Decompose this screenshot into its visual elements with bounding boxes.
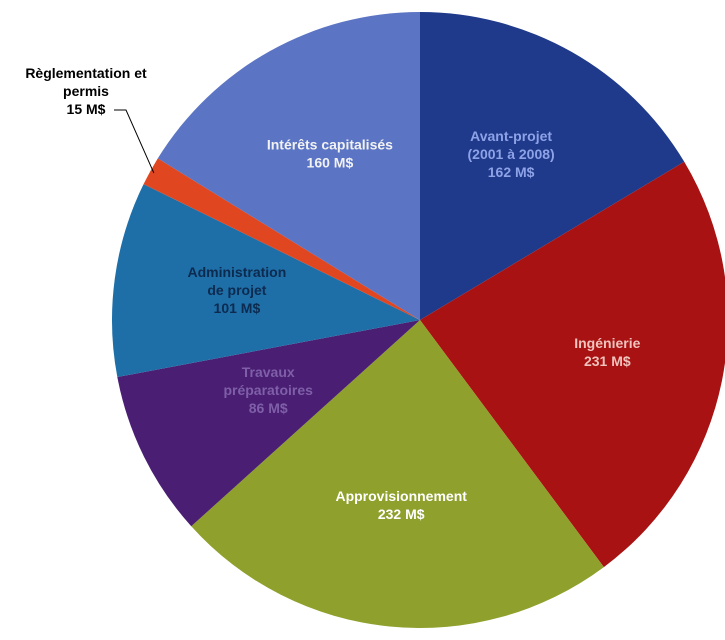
slice-label-line: Travaux — [242, 364, 295, 380]
slice-label-administration: Administration de projet 101 M$ — [187, 264, 286, 316]
slice-value-ingenierie: 231 M$ — [584, 353, 631, 369]
pie-slice-reglementation-et — [143, 158, 420, 320]
slice-label-travaux: Travaux préparatoires 86 M$ — [223, 364, 313, 416]
slice-label-line: Administration — [187, 264, 286, 280]
slice-label-line: Intérêts capitalisés — [267, 137, 393, 153]
leader-line-reglementation-et — [114, 109, 155, 174]
slice-label-avant-projet: Avant-projet (2001 à 2008) 162 M$ — [468, 128, 555, 180]
pie-slice-interets-capitalises — [157, 12, 420, 320]
slice-label-line: Règlementation et — [25, 65, 147, 81]
pie-slice-ingenierie — [420, 161, 725, 568]
slice-label-line: (2001 à 2008) — [468, 146, 555, 162]
slice-label-line: préparatoires — [223, 382, 313, 398]
slice-label-ingenierie: Ingénierie 231 M$ — [574, 335, 640, 369]
slice-value-avant-projet: 162 M$ — [488, 164, 535, 180]
slice-value-travaux: 86 M$ — [249, 400, 288, 416]
slice-value-reglementation-et: 15 M$ — [67, 101, 106, 117]
slice-label-line: de projet — [207, 282, 266, 298]
slice-value-administration: 101 M$ — [214, 300, 261, 316]
pie-slice-avant-projet — [420, 12, 685, 320]
pie-slice-administration — [111, 184, 421, 378]
slice-label-line: Avant-projet — [470, 128, 552, 144]
slice-value-interets-capitalises: 160 M$ — [307, 155, 354, 171]
pie-slice-approvisionnement — [191, 320, 604, 628]
pie-slice-travaux — [117, 320, 420, 527]
slice-label-reglementation-et: Règlementation et permis 15 M$ — [25, 65, 147, 117]
slice-label-line: permis — [63, 83, 109, 99]
slice-label-interets-capitalises: Intérêts capitalisés 160 M$ — [267, 137, 393, 171]
slice-label-line: Ingénierie — [574, 335, 640, 351]
slices-layer — [111, 12, 725, 628]
labels-layer: Avant-projet (2001 à 2008) 162 M$ Ingénieri… — [25, 65, 640, 522]
slice-value-approvisionnement: 232 M$ — [378, 506, 425, 522]
slice-label-approvisionnement: Approvisionnement 232 M$ — [335, 488, 467, 522]
slice-label-line: Approvisionnement — [335, 488, 467, 504]
